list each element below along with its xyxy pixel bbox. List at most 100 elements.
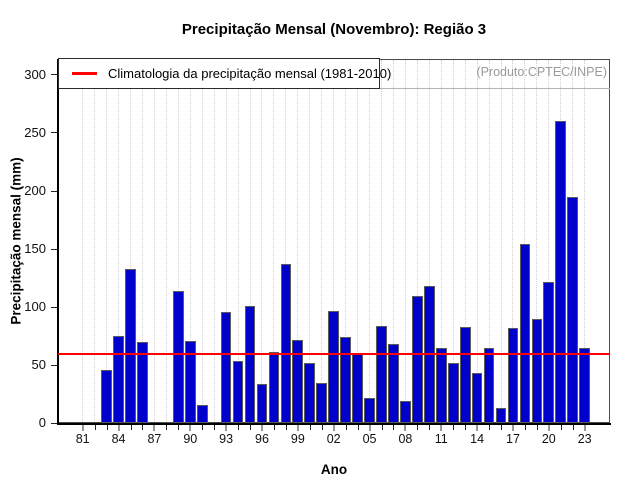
bar-2003	[340, 337, 351, 424]
gridline	[249, 60, 251, 423]
gridline	[201, 60, 203, 423]
bar-2011	[435, 347, 447, 424]
bar-2017	[507, 328, 519, 424]
bar-2005	[364, 397, 375, 424]
gridline	[225, 60, 227, 423]
gridline	[297, 60, 299, 423]
bar-2021	[555, 121, 567, 424]
bar-2012	[447, 362, 459, 424]
bar-1993	[220, 311, 232, 424]
gridline	[488, 60, 490, 423]
y-tick-label: 100	[24, 299, 46, 315]
gridline	[261, 60, 263, 423]
y-tick-label: 0	[38, 415, 46, 431]
legend: Climatologia da precipitação mensal (198…	[58, 57, 391, 89]
chart-title: Precipitação Mensal (Novembro): Região 3	[181, 21, 487, 38]
bar-1991	[196, 404, 208, 424]
x-tick	[429, 424, 431, 430]
y-tick-label: 200	[24, 183, 46, 199]
bar-2014	[471, 373, 483, 424]
y-tick	[51, 306, 58, 308]
x-tick-major	[260, 424, 263, 431]
gridline	[428, 60, 430, 423]
bar-1985	[125, 268, 136, 424]
x-tick	[178, 424, 180, 430]
bar-2000	[304, 362, 316, 424]
x-tick-label: 02	[326, 432, 341, 446]
x-tick	[238, 424, 240, 430]
bar-2016	[495, 408, 507, 424]
bar-1999	[292, 339, 304, 424]
x-tick	[309, 424, 311, 430]
x-tick-label: 90	[183, 432, 198, 446]
x-tick	[393, 424, 395, 430]
gridline	[404, 60, 406, 423]
x-tick-major	[225, 424, 228, 431]
bar-2001	[316, 382, 328, 424]
x-axis-title: Ano	[320, 462, 348, 477]
gridline	[345, 60, 347, 423]
gridline	[536, 60, 538, 423]
bar-2013	[459, 326, 471, 424]
x-tick	[273, 424, 275, 430]
gridline	[309, 60, 311, 423]
x-tick	[214, 424, 216, 430]
gridline	[213, 60, 215, 423]
x-tick-label: 93	[219, 432, 234, 446]
bar-2002	[328, 310, 340, 424]
x-tick	[501, 424, 503, 430]
y-tick	[51, 248, 58, 250]
x-tick-major	[189, 424, 192, 431]
x-tick-major	[296, 424, 299, 431]
gridline	[237, 60, 239, 423]
x-tick	[285, 424, 287, 430]
bar-2023	[579, 347, 591, 424]
y-axis-line	[57, 59, 59, 425]
x-tick-label: 20	[541, 432, 556, 446]
y-tick	[51, 422, 58, 424]
bar-2019	[531, 318, 543, 424]
gridline	[369, 60, 371, 423]
bar-2007	[388, 344, 399, 424]
x-tick	[417, 424, 419, 430]
y-tick-label: 300	[24, 66, 46, 82]
climatology-line	[58, 352, 610, 355]
x-tick-major	[440, 424, 443, 431]
gridline	[464, 60, 466, 423]
bar-2020	[543, 281, 555, 424]
bar-2010	[423, 286, 435, 424]
x-tick-label: 05	[362, 432, 377, 446]
gridline	[130, 60, 131, 423]
y-tick	[51, 132, 58, 134]
x-tick	[465, 424, 467, 430]
x-tick	[560, 424, 562, 430]
x-tick-label: 81	[75, 432, 90, 446]
gridline	[285, 60, 287, 423]
x-tick	[489, 424, 491, 430]
bar-1984	[113, 336, 124, 424]
y-tick	[51, 74, 58, 76]
bar-2022	[567, 196, 579, 424]
gridline	[106, 60, 108, 423]
bar-2018	[519, 244, 531, 424]
gridline	[584, 60, 586, 423]
bar-2006	[376, 325, 387, 424]
gridline	[333, 60, 335, 423]
x-tick-label: 99	[290, 432, 305, 446]
x-tick	[536, 424, 538, 430]
x-tick-label: 17	[506, 432, 520, 446]
x-tick	[130, 424, 132, 430]
x-tick-label: 14	[470, 432, 485, 446]
x-tick-major	[332, 424, 335, 431]
gridline	[476, 60, 478, 423]
product-annotation: (Produto:CPTEC/INPE)	[476, 65, 607, 79]
bar-1998	[280, 264, 292, 424]
bar-1989	[172, 290, 184, 424]
x-tick	[202, 424, 204, 430]
gridline	[118, 60, 120, 423]
x-tick	[166, 424, 168, 430]
